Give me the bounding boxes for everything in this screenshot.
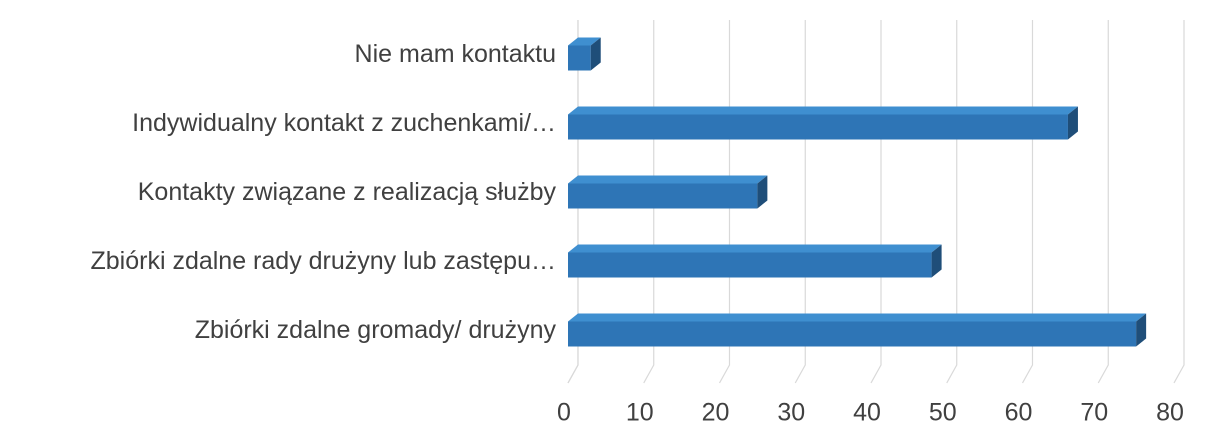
bar-end bbox=[1136, 313, 1147, 347]
x-tick-label: 20 bbox=[702, 399, 730, 427]
bar-end bbox=[931, 244, 942, 278]
grid-line bbox=[1097, 20, 1109, 384]
x-tick-label: 30 bbox=[777, 399, 805, 427]
bar-front bbox=[568, 45, 591, 71]
bar-end bbox=[757, 175, 768, 209]
bar bbox=[568, 175, 768, 209]
bar-end bbox=[1067, 106, 1078, 140]
bar-top bbox=[568, 175, 768, 184]
bar-top bbox=[568, 106, 1078, 115]
bar-end bbox=[590, 37, 601, 71]
y-tick-label: Kontakty związane z realizacją służby bbox=[138, 178, 557, 206]
bar bbox=[568, 106, 1078, 140]
x-tick-label: 50 bbox=[929, 399, 957, 427]
bar bbox=[568, 313, 1147, 347]
y-tick-label: Nie mam kontaktu bbox=[355, 40, 556, 68]
x-tick-label: 80 bbox=[1156, 399, 1184, 427]
x-tick-label: 10 bbox=[626, 399, 654, 427]
bar-front bbox=[568, 321, 1137, 347]
bar bbox=[568, 37, 601, 71]
y-tick-label: Zbiórki zdalne gromady/ drużyny bbox=[195, 316, 557, 344]
x-tick-label: 0 bbox=[557, 399, 571, 427]
y-tick-label: Zbiórki zdalne rady drużyny lub zastępu… bbox=[90, 247, 556, 275]
bar bbox=[568, 244, 942, 278]
bar-front bbox=[568, 114, 1068, 140]
x-tick-label: 60 bbox=[1005, 399, 1033, 427]
grid-line bbox=[1173, 20, 1185, 384]
y-tick-label: Indywidualny kontakt z zuchenkami/… bbox=[132, 109, 556, 137]
x-tick-label: 70 bbox=[1080, 399, 1108, 427]
x-tick-label: 40 bbox=[853, 399, 881, 427]
bar-front bbox=[568, 183, 758, 209]
bar-top bbox=[568, 244, 942, 253]
bar-top bbox=[568, 37, 601, 46]
bar-front bbox=[568, 252, 932, 278]
bar-top bbox=[568, 313, 1147, 322]
